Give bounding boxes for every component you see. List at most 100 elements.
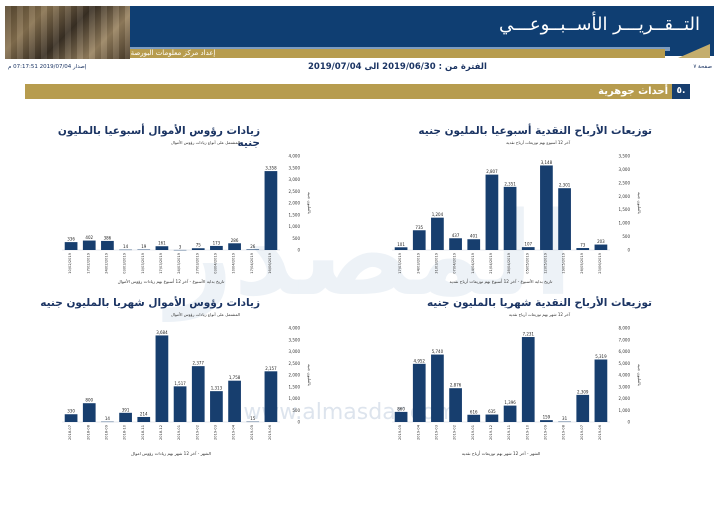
bar-value-label: 3 (179, 244, 182, 249)
bar (64, 414, 78, 422)
x-tick-label: 2019-12 (489, 425, 493, 440)
y-tick-label: 4,000 (289, 326, 301, 331)
y-tick-label: 1,000 (619, 221, 631, 226)
x-axis-label: تاريخ بداية الأسبوع - آخر 12 أسبوع بهم ت… (450, 278, 554, 284)
bar (412, 363, 426, 422)
x-tick-label: 03/03/2019 (123, 252, 127, 273)
bar-value-label: 735 (415, 225, 423, 230)
y-tick-label: 1,000 (619, 408, 631, 413)
chart-svg: 0 500 1,000 1,500 2,000 2,500 3,000 3,500 بالملي… (392, 154, 642, 284)
y-tick-label: 2,500 (289, 361, 301, 366)
x-tick-label: 2019-05 (398, 425, 402, 440)
y-tick-label: 2,500 (619, 180, 631, 185)
bar (210, 391, 223, 422)
chart-weekly-dividends: توزيعات الأرباح النقدية أسبوعيا بالمليون… (370, 125, 670, 290)
bar (503, 186, 517, 250)
watermark-logo: المصدر (167, 188, 573, 322)
bar (540, 165, 553, 250)
x-axis-label: الشهر - آخر 12 شهر بهم توزيعات أرباح نقد… (462, 450, 541, 456)
x-tick-label: 2019-05 (250, 425, 254, 440)
bar-value-label: 437 (452, 233, 460, 238)
issue-timestamp: إصدار 2019/07/04 07:17:51 م (8, 64, 87, 70)
bar-value-label: 1,204 (432, 212, 444, 217)
bar-value-label: 173 (213, 240, 221, 245)
chart-title: توزيعات الأرباح النقدية أسبوعيا بالمليون… (418, 125, 652, 137)
x-tick-label: 2019-02 (453, 425, 457, 440)
bar (594, 244, 608, 250)
x-axis-label: الشهر - آخر 12 شهر بهم زيادات رؤوس اموال (131, 451, 211, 456)
bar (394, 247, 408, 250)
x-tick-label: 10/02/2019 (68, 252, 72, 273)
chart-subtitle: آخر 12 أسبوع بهم توزيعات أرباح نقدية (506, 140, 570, 145)
bar-value-label: 26 (250, 244, 256, 249)
y-tick-label: 500 (622, 234, 630, 239)
y-tick-label: 7,000 (619, 337, 631, 342)
bar (228, 380, 241, 422)
y-tick-label: 1,500 (619, 207, 631, 212)
bar-value-label: 800 (85, 398, 93, 403)
y-tick-label: 500 (292, 236, 300, 241)
bar-value-label: 14 (105, 416, 111, 421)
x-tick-label: 2019-04 (416, 424, 420, 440)
bar-value-label: 2,351 (504, 181, 516, 186)
bar (485, 174, 499, 250)
x-tick-label: 17/03/2019 (398, 252, 402, 273)
chart-svg: 0 500 1,000 1,500 2,000 2,500 3,000 3,500 4,000 ب… (62, 154, 312, 284)
page-number: صفحة ٧ (693, 64, 712, 70)
bar (449, 388, 462, 422)
x-tick-label: 17/02/2019 (86, 252, 90, 273)
y-axis-label: بالمليون جنيه (307, 192, 312, 214)
y-tick-label: 0 (297, 420, 300, 425)
y-tick-label: 1,500 (289, 384, 301, 389)
bar-value-label: 2,157 (265, 366, 277, 371)
y-tick-label: 1,000 (289, 396, 301, 401)
bar-value-label: 14 (123, 244, 129, 249)
bar (503, 405, 517, 422)
bar (431, 217, 444, 250)
bar-value-label: 31 (562, 416, 568, 421)
bar-value-label: 616 (470, 409, 478, 414)
bar-value-label: 7,231 (523, 332, 535, 337)
y-tick-label: 3,000 (619, 167, 631, 172)
x-tick-label: 2018-12 (159, 425, 163, 440)
y-tick-label: 2,000 (289, 373, 301, 378)
x-tick-label: 14/04/2019 (471, 252, 475, 273)
bar (540, 420, 553, 422)
chart-monthly-capital: زيادات رؤوس الأموال شهريا بالمليون جنيه … (40, 297, 340, 467)
header-gold-strip (5, 49, 665, 58)
x-tick-label: 19/05/2019 (562, 252, 566, 273)
x-tick-label: 2019-06 (268, 424, 272, 440)
chart-subtitle: المشتمل على أنواع زيادات رؤوس الأموال (170, 140, 240, 145)
bar-value-label: 286 (231, 238, 239, 243)
y-tick-label: 2,000 (619, 194, 631, 199)
x-tick-label: 16/06/2019 (268, 252, 272, 273)
bar (449, 238, 462, 250)
chart-monthly-dividends: توزيعات الأرباح النقدية شهريا بالمليون ج… (370, 297, 670, 467)
y-tick-label: 5,000 (619, 361, 631, 366)
x-tick-label: 03/04/2019 (213, 252, 217, 273)
bar-value-label: 391 (122, 407, 130, 412)
bar-value-label: 107 (524, 242, 532, 247)
y-tick-label: 0 (627, 248, 630, 253)
bar-value-label: 402 (85, 235, 93, 240)
bar-value-label: 159 (543, 415, 551, 420)
bar-value-label: 161 (158, 241, 166, 246)
x-tick-label: 12/05/2019 (543, 252, 547, 273)
y-tick-label: 3,500 (289, 165, 301, 170)
bar (119, 412, 132, 422)
bar (521, 247, 535, 250)
x-tick-label: 24/03/2019 (416, 252, 420, 273)
y-tick-label: 500 (292, 408, 300, 413)
x-tick-label: 2018-08 (86, 424, 90, 440)
bar (485, 414, 499, 422)
bar-value-label: 1,517 (174, 381, 186, 386)
bar-value-label: 386 (104, 235, 112, 240)
x-tick-label: 31/03/2019 (434, 252, 438, 273)
meta-row: إصدار 2019/07/04 07:17:51 م الفترة من : … (8, 62, 712, 74)
chart-subtitle: آخر 12 شهر بهم توزيعات أرباح نقدية (508, 312, 570, 317)
x-tick-label: 2019-07 (580, 425, 584, 440)
bar (412, 230, 426, 250)
y-tick-label: 2,000 (289, 201, 301, 206)
bar (82, 403, 96, 422)
bar (191, 366, 205, 422)
